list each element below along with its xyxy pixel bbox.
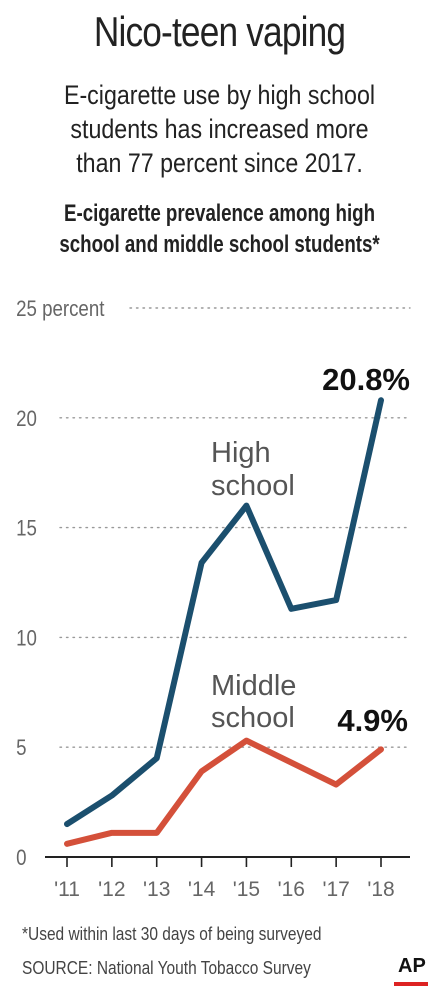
- subtitle-line: E-cigarette use by high school: [63, 80, 376, 110]
- chart-heading-line: school and middle school students*: [59, 231, 380, 258]
- y-tick-label: 0: [16, 847, 26, 871]
- subtitle-line: students has increased more: [70, 114, 369, 144]
- y-tick-label: 20: [16, 407, 37, 431]
- x-tick-label: '14: [188, 878, 216, 901]
- footnote: *Used within last 30 days of being surve…: [22, 924, 322, 944]
- x-tick-label: '15: [233, 878, 260, 901]
- series-label-middle-school: Middle: [211, 670, 296, 702]
- x-tick-label: '12: [98, 878, 125, 901]
- chart-heading-line: E-cigarette prevalence among high: [63, 200, 376, 227]
- series-label-middle-school: school: [211, 702, 295, 734]
- data-label-high-school: 20.8%: [322, 362, 410, 397]
- series-label-high-school: school: [211, 470, 295, 502]
- x-tick-label: '17: [322, 878, 349, 901]
- x-tick-label: '11: [54, 878, 80, 901]
- source-note: SOURCE: National Youth Tobacco Survey: [22, 958, 311, 978]
- y-tick-label: 5: [16, 737, 26, 761]
- series-label-high-school: High: [211, 437, 271, 469]
- subtitle-line: than 77 percent since 2017.: [76, 148, 363, 178]
- x-tick-label: '18: [367, 878, 394, 901]
- y-tick-label: 25 percent: [16, 298, 105, 322]
- series-line: [64, 737, 384, 847]
- data-label-middle-school: 4.9%: [337, 703, 408, 738]
- chart-heading: E-cigarette prevalence among high school…: [48, 198, 390, 260]
- series-line: [64, 397, 384, 828]
- y-tick-label: 10: [16, 627, 37, 651]
- chart-title-main: Nico-teen vaping: [93, 8, 346, 55]
- y-tick-label: 15: [16, 517, 37, 541]
- ap-logo: AP: [398, 955, 426, 977]
- subtitle: E-cigarette use by high school students …: [31, 78, 409, 180]
- line-chart: 0 5 10 15 20 25 percent '11 '12 '13 '14 '15 '16 '17 '…: [16, 298, 411, 901]
- x-tick-label: '16: [278, 878, 305, 901]
- x-tick-label: '13: [143, 878, 170, 901]
- ap-logo-bar: [394, 982, 428, 986]
